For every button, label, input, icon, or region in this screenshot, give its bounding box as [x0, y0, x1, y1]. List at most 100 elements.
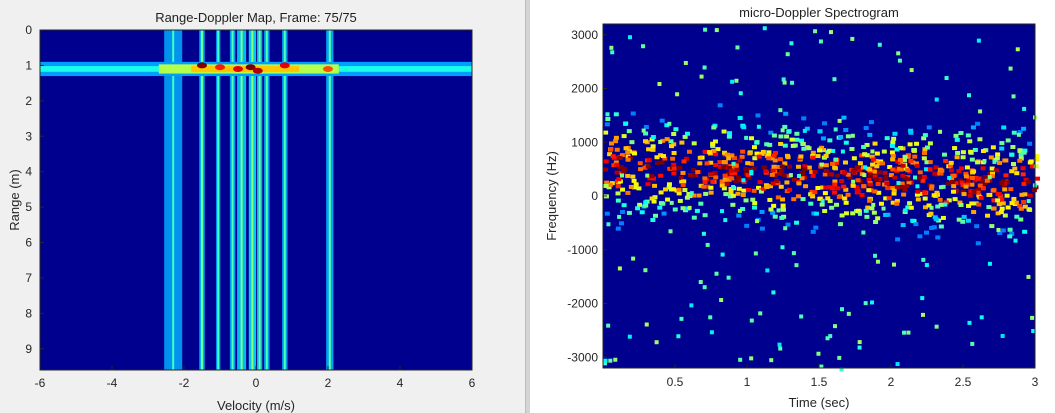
- spectrogram-cell: [921, 136, 927, 141]
- spectrogram-cell: [839, 213, 845, 218]
- spectrogram-cell: [870, 166, 876, 171]
- spectrogram-cell: [730, 202, 736, 207]
- spectrogram-cell: [802, 167, 808, 172]
- spectrogram-cell: [810, 155, 816, 160]
- spectrogram-cell: [645, 173, 650, 178]
- spectrogram-cell: [901, 186, 907, 191]
- spectrogram-cell: [934, 97, 939, 102]
- spectrogram-cell: [631, 256, 636, 261]
- spectrogram-cell: [689, 191, 694, 196]
- spectrogram-cell: [631, 178, 637, 183]
- spectrogram-cell: [890, 140, 896, 145]
- velocity-line-core: [258, 30, 261, 370]
- spectrogram-cell: [953, 133, 959, 138]
- spectrogram-cell: [965, 133, 971, 138]
- spectrogram-cell: [666, 182, 672, 187]
- spectrogram-cell: [1034, 157, 1040, 162]
- spectrogram-cell: [646, 147, 652, 152]
- spectrogram-cell: [804, 126, 810, 131]
- spectrogram-cell: [1014, 214, 1020, 219]
- spectrogram-cell: [649, 196, 655, 201]
- spectrogram-cell: [772, 158, 778, 163]
- spectrogram-cell: [990, 145, 996, 150]
- spectrogram-cell: [775, 195, 781, 200]
- spectrogram-cell: [850, 133, 855, 138]
- spectrogram-cell: [606, 185, 612, 190]
- spectrogram-cell: [614, 170, 620, 175]
- spectrogram-cell: [884, 136, 890, 141]
- spectrogram-cell: [796, 181, 802, 186]
- spectrogram-cell: [605, 117, 611, 122]
- spectrogram-cell: [899, 181, 905, 186]
- spectrogram-cell: [938, 224, 944, 229]
- spectrogram-cell: [621, 169, 627, 174]
- spectrogram-cell: [938, 129, 943, 134]
- x-tick-label: 2: [325, 376, 332, 390]
- spectrogram-cell: [770, 181, 776, 186]
- spectrogram-cell: [1007, 227, 1013, 232]
- spectrogram-cell: [873, 219, 879, 224]
- spectrogram-cell: [904, 183, 910, 188]
- spectrogram-cell: [979, 178, 985, 183]
- spectrogram-cell: [1000, 228, 1006, 233]
- spectrogram-cell: [615, 191, 621, 196]
- spectrogram-cell: [871, 157, 877, 162]
- spectrogram-cell: [1022, 106, 1027, 111]
- spectrogram-cell: [694, 208, 700, 213]
- spectrogram-cell: [971, 190, 977, 195]
- spectrogram-cell: [675, 92, 680, 97]
- spectrogram-cell: [898, 145, 904, 150]
- spectrogram-cell: [649, 137, 655, 142]
- spectrogram-cell: [787, 187, 793, 192]
- spectrogram-cell: [1005, 205, 1011, 210]
- spectrogram-cell: [995, 152, 1001, 157]
- spectrogram-cell: [1013, 200, 1019, 205]
- spectrogram-cell: [619, 153, 625, 158]
- spectrogram-cell: [960, 150, 966, 155]
- spectrogram-cell: [926, 125, 932, 130]
- spectrogram-cell: [941, 184, 946, 189]
- spectrogram-cell: [618, 221, 624, 226]
- spectrogram-cell: [832, 77, 837, 82]
- spectrogram-cell: [751, 145, 757, 150]
- spectrogram-cell: [857, 345, 862, 350]
- y-tick-label: 2: [25, 94, 32, 108]
- x-tick-label: 2: [888, 375, 895, 389]
- spectrogram-cell: [908, 205, 914, 210]
- spectrogram-cell: [927, 160, 933, 165]
- spectrogram-cell: [914, 192, 920, 197]
- spectrogram-cell: [641, 128, 646, 133]
- spectrogram-cell: [745, 161, 751, 166]
- spectrogram-cell: [867, 198, 873, 203]
- spectrogram-cell: [905, 177, 911, 182]
- y-tick-label: 3000: [571, 28, 598, 42]
- spectrogram-cell: [820, 136, 826, 141]
- spectrogram-cell: [832, 165, 838, 170]
- velocity-line-core: [283, 30, 286, 370]
- spectrogram-cell: [728, 190, 734, 195]
- spectrogram-cell: [698, 183, 704, 188]
- spectrogram-cell: [702, 180, 708, 185]
- spectrogram-cell: [632, 151, 638, 156]
- spectrogram-cell: [737, 208, 742, 213]
- spectrogram-cell: [818, 39, 823, 44]
- spectrogram-cell: [620, 173, 625, 178]
- x-tick-label: 4: [397, 376, 404, 390]
- spectrogram-cell: [759, 209, 765, 214]
- spectrogram-cell: [777, 342, 782, 347]
- spectrogram-cell: [728, 168, 734, 173]
- spectrogram-cell: [914, 141, 920, 146]
- spectrogram-cell: [817, 148, 823, 153]
- spectrogram-cell: [736, 213, 742, 218]
- spectrogram-cell: [625, 190, 631, 195]
- spectrogram-cell: [660, 154, 666, 159]
- spectrogram-cell: [638, 167, 644, 172]
- spectrogram-cell: [794, 220, 800, 225]
- spectrogram-cell: [934, 172, 940, 177]
- spectrogram-cell: [923, 167, 928, 172]
- spectrogram-cell: [921, 174, 927, 179]
- spectrogram-cell: [710, 143, 716, 148]
- velocity-line-core: [265, 30, 268, 370]
- spectrogram-cell: [843, 200, 849, 205]
- spectrogram-cell: [999, 181, 1005, 186]
